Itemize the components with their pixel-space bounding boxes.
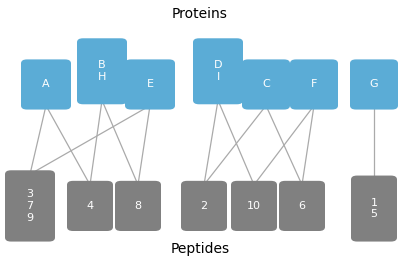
- Text: 1
5: 1 5: [370, 198, 378, 219]
- FancyBboxPatch shape: [181, 181, 227, 231]
- FancyBboxPatch shape: [350, 59, 398, 110]
- Text: 6: 6: [298, 201, 306, 211]
- FancyBboxPatch shape: [193, 38, 243, 104]
- FancyBboxPatch shape: [21, 59, 71, 110]
- Text: E: E: [146, 79, 154, 89]
- Text: Peptides: Peptides: [170, 242, 230, 256]
- Text: 2: 2: [200, 201, 208, 211]
- Text: Proteins: Proteins: [172, 7, 228, 21]
- FancyBboxPatch shape: [242, 59, 290, 110]
- Text: D
I: D I: [214, 60, 222, 82]
- FancyBboxPatch shape: [77, 38, 127, 104]
- Text: F: F: [311, 79, 317, 89]
- Text: B
H: B H: [98, 60, 106, 82]
- FancyBboxPatch shape: [5, 170, 55, 242]
- FancyBboxPatch shape: [290, 59, 338, 110]
- FancyBboxPatch shape: [351, 176, 397, 242]
- Text: C: C: [262, 79, 270, 89]
- Text: 3
7
9: 3 7 9: [26, 189, 34, 223]
- Text: G: G: [370, 79, 378, 89]
- FancyBboxPatch shape: [231, 181, 277, 231]
- FancyBboxPatch shape: [115, 181, 161, 231]
- FancyBboxPatch shape: [279, 181, 325, 231]
- Text: 4: 4: [86, 201, 94, 211]
- Text: 10: 10: [247, 201, 261, 211]
- Text: 8: 8: [134, 201, 142, 211]
- FancyBboxPatch shape: [125, 59, 175, 110]
- FancyBboxPatch shape: [67, 181, 113, 231]
- Text: A: A: [42, 79, 50, 89]
